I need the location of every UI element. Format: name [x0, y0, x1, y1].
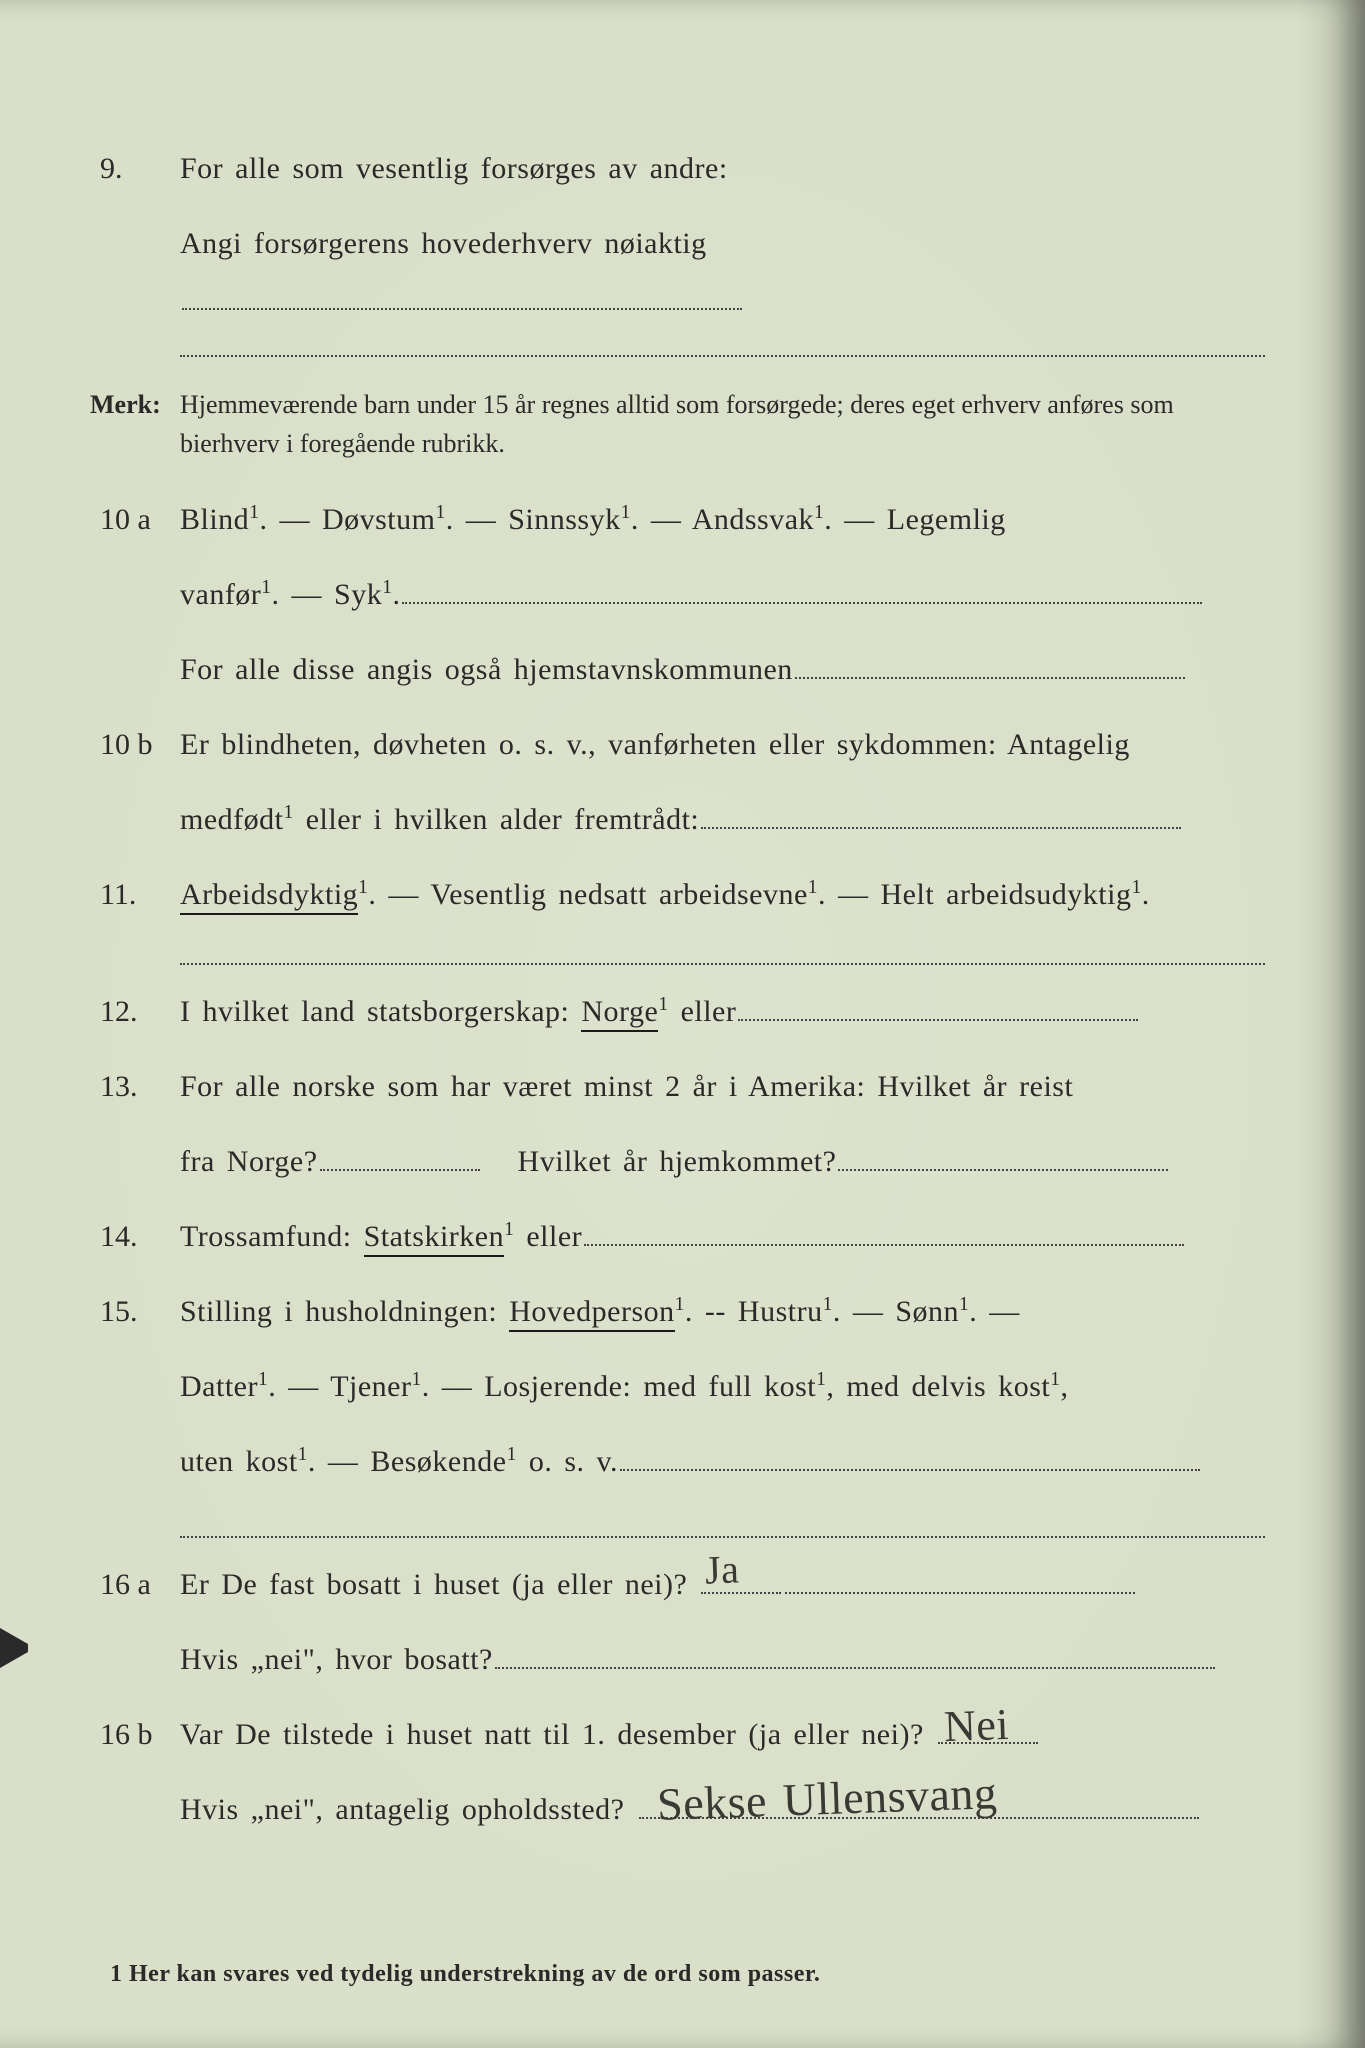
opt: Sinnssyk	[508, 503, 620, 536]
blank-line	[701, 799, 1181, 829]
opt: Hustru	[738, 1295, 823, 1328]
q10a-line3: For alle disse angis også hjemstavnskomm…	[180, 653, 793, 686]
text: Hvis „nei", antagelig opholdssted?	[180, 1793, 625, 1826]
q16b-num: 16 b	[90, 1706, 180, 1763]
q9-line1: For alle som vesentlig forsørges av andr…	[180, 152, 728, 185]
footnote: 1 Her kan svares ved tydelig understrekn…	[110, 1961, 820, 1988]
q10b-content: Er blindheten, døvheten o. s. v., vanfør…	[180, 716, 1265, 773]
opt: Andssvak	[692, 503, 814, 536]
opt: Losjerende: med full kost	[484, 1370, 816, 1403]
blank-line	[180, 945, 1265, 965]
q9-content: For alle som vesentlig forsørges av andr…	[180, 140, 1265, 197]
q13-num: 13.	[90, 1058, 180, 1115]
q10a-row: 10 a Blind1. — Døvstum1. — Sinnssyk1. — …	[90, 491, 1265, 548]
q13-row2: fra Norge? Hvilket år hjemkommet?	[90, 1133, 1265, 1190]
opt: Datter	[180, 1370, 258, 1403]
handwritten-answer: Sekse Ullensvang	[655, 1749, 998, 1848]
q16b-row2: Hvis „nei", antagelig opholdssted? Sekse…	[90, 1781, 1265, 1838]
opt: Døvstum	[322, 503, 436, 536]
blank-line	[620, 1441, 1200, 1471]
text: eller	[669, 995, 737, 1028]
q10a-row2: vanfør1. — Syk1.	[90, 566, 1265, 623]
text: Hvilket år hjemkommet?	[518, 1145, 837, 1178]
q11-row: 11. Arbeidsdyktig1. — Vesentlig nedsatt …	[90, 866, 1265, 965]
answer-field: Ja	[701, 1564, 781, 1594]
opt-selected: Arbeidsdyktig	[180, 878, 358, 915]
merk-note: Merk: Hjemmeværende barn under 15 år reg…	[90, 385, 1265, 463]
q15-row2: Datter1. — Tjener1. — Losjerende: med fu…	[90, 1358, 1265, 1415]
q9-num: 9.	[90, 140, 180, 197]
q10a-num: 10 a	[90, 491, 180, 548]
blank-line	[785, 1564, 1135, 1594]
opt-selected: Hovedperson	[509, 1295, 674, 1332]
text: Hvis „nei", hvor bosatt?	[180, 1643, 493, 1676]
q16a-row2: Hvis „nei", hvor bosatt?	[90, 1631, 1265, 1688]
opt: Vesentlig nedsatt arbeidsevne	[430, 878, 807, 911]
text: eller i hvilken alder fremtrådt:	[294, 803, 700, 836]
q9-line2-wrap: Angi forsørgerens hovederhverv nøiaktig	[180, 215, 1265, 357]
q10b-row: 10 b Er blindheten, døvheten o. s. v., v…	[90, 716, 1265, 773]
q10a-content: Blind1. — Døvstum1. — Sinnssyk1. — Andss…	[180, 491, 1265, 548]
blank-line	[180, 337, 1265, 357]
blank-line	[320, 1141, 480, 1171]
q15-num: 15.	[90, 1283, 180, 1340]
opt-selected: Norge	[581, 995, 658, 1032]
blank-line	[584, 1216, 1184, 1246]
census-form-page: 9. For alle som vesentlig forsørges av a…	[0, 0, 1365, 2048]
opt: uten kost	[180, 1445, 298, 1478]
opt: Tjener	[330, 1370, 411, 1403]
opt: , med delvis kost	[826, 1370, 1050, 1403]
opt: Besøkende	[370, 1445, 506, 1478]
opt: Blind	[180, 503, 249, 536]
blank-line	[838, 1141, 1168, 1171]
q16a-row: 16 a Er De fast bosatt i huset (ja eller…	[90, 1556, 1265, 1613]
q13-row: 13. For alle norske som har været minst …	[90, 1058, 1265, 1115]
q12-num: 12.	[90, 983, 180, 1040]
answer-field: Sekse Ullensvang	[639, 1789, 1199, 1819]
blank-line	[182, 280, 742, 310]
merk-label: Merk:	[90, 385, 180, 463]
q10b-num: 10 b	[90, 716, 180, 773]
text: o. s. v.	[517, 1445, 618, 1478]
q16a-num: 16 a	[90, 1556, 180, 1613]
opt-selected: Statskirken	[364, 1220, 505, 1257]
q16b-row: 16 b Var De tilstede i huset natt til 1.…	[90, 1706, 1265, 1763]
text: eller	[514, 1220, 582, 1253]
q14-row: 14. Trossamfund: Statskirken1 eller	[90, 1208, 1265, 1265]
q15-row3: uten kost1. — Besøkende1 o. s. v.	[90, 1433, 1265, 1538]
opt: vanfør	[180, 578, 261, 611]
text: I hvilket land statsborgerskap:	[180, 995, 581, 1028]
q9-row2: Angi forsørgerens hovederhverv nøiaktig	[90, 215, 1265, 357]
q9-line2: Angi forsørgerens hovederhverv nøiaktig	[180, 227, 707, 260]
handwritten-answer: Ja	[704, 1531, 741, 1608]
merk-text: Hjemmeværende barn under 15 år regnes al…	[180, 385, 1265, 463]
text: Trossamfund:	[180, 1220, 364, 1253]
blank-line	[495, 1639, 1215, 1669]
opt: Helt arbeidsudyktig	[881, 878, 1132, 911]
opt: Legemlig	[887, 503, 1006, 536]
q12-row: 12. I hvilket land statsborgerskap: Norg…	[90, 983, 1265, 1040]
q11-num: 11.	[90, 866, 180, 965]
blank-line	[795, 649, 1185, 679]
q13-content: For alle norske som har været minst 2 år…	[180, 1058, 1265, 1115]
opt: Syk	[334, 578, 382, 611]
q15-row: 15. Stilling i husholdningen: Hovedperso…	[90, 1283, 1265, 1340]
answer-field: Nei	[938, 1714, 1038, 1744]
q10b-row2: medfødt1 eller i hvilken alder fremtrådt…	[90, 791, 1265, 848]
opt: Sønn	[895, 1295, 959, 1328]
text: Var De tilstede i huset natt til 1. dese…	[180, 1718, 924, 1751]
blank-line	[402, 574, 1202, 604]
text: Stilling i husholdningen:	[180, 1295, 509, 1328]
q14-num: 14.	[90, 1208, 180, 1265]
q10a-row3: For alle disse angis også hjemstavnskomm…	[90, 641, 1265, 698]
blank-line	[738, 991, 1138, 1021]
text: Er De fast bosatt i huset (ja eller nei)…	[180, 1568, 687, 1601]
text: fra Norge?	[180, 1145, 318, 1178]
q9-row: 9. For alle som vesentlig forsørges av a…	[90, 140, 1265, 197]
opt: medfødt	[180, 803, 283, 836]
